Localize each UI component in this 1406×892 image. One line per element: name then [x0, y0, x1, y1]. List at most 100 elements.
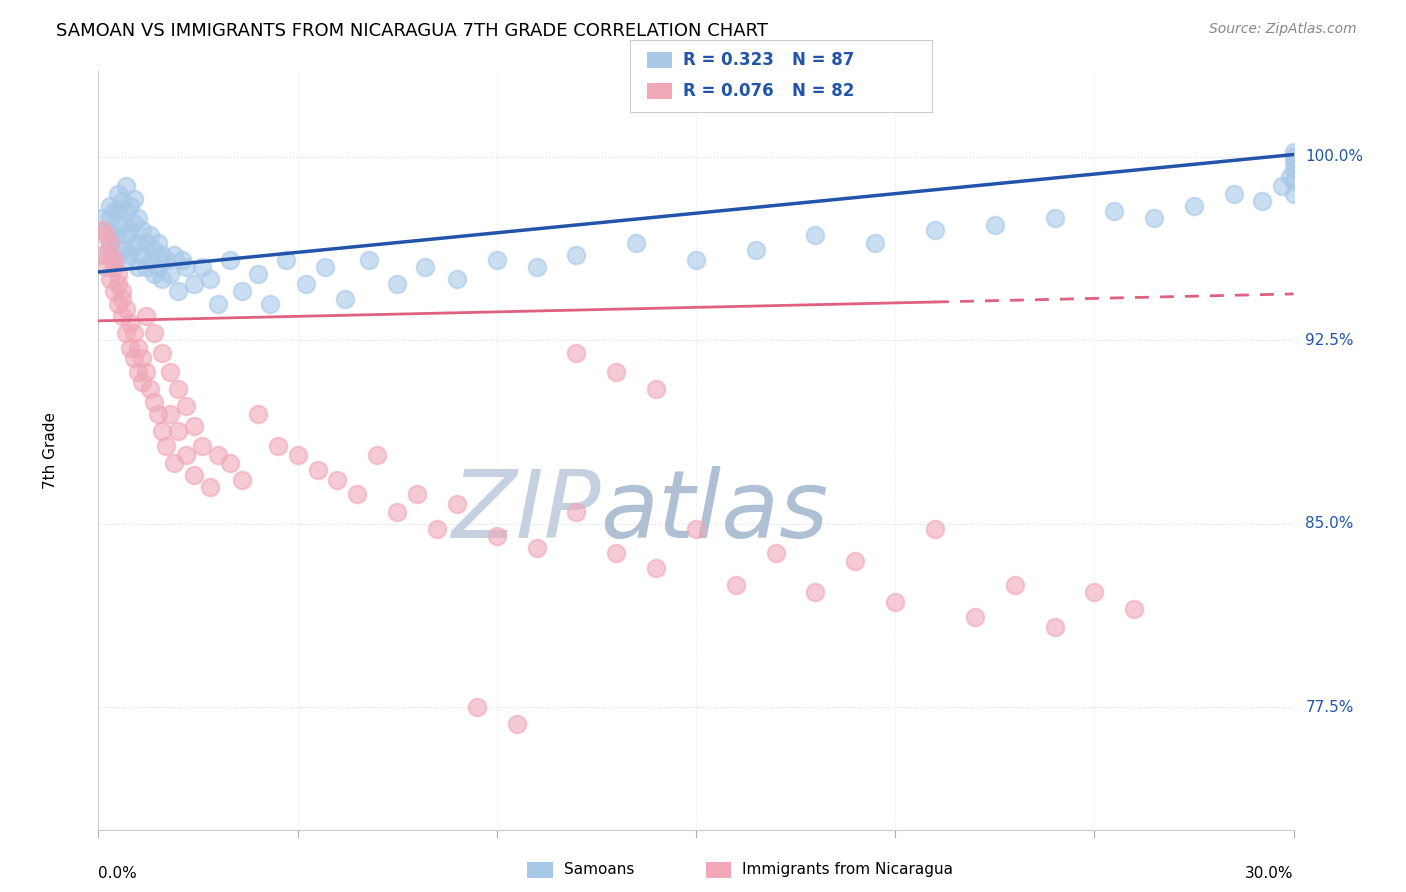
Point: [565, 505, 588, 519]
Point: [155, 252, 177, 267]
Point: [1271, 179, 1294, 194]
Text: 92.5%: 92.5%: [1306, 333, 1354, 348]
Point: [167, 424, 190, 438]
Point: [1104, 203, 1126, 218]
Text: Samoans: Samoans: [564, 863, 634, 877]
Point: [844, 553, 866, 567]
Point: [765, 546, 787, 560]
Point: [485, 529, 508, 543]
Point: [150, 345, 173, 359]
Point: [963, 609, 986, 624]
Point: [605, 546, 627, 560]
Text: 30.0%: 30.0%: [1246, 866, 1294, 881]
Point: [413, 260, 436, 274]
Point: [159, 268, 181, 282]
Point: [167, 382, 190, 396]
Point: [127, 235, 149, 250]
Point: [98, 199, 122, 213]
Point: [1004, 578, 1026, 592]
Point: [183, 277, 205, 292]
Point: [506, 717, 529, 731]
Point: [446, 272, 468, 286]
Point: [124, 326, 146, 340]
Point: [924, 522, 946, 536]
Point: [131, 248, 153, 262]
Point: [259, 296, 281, 310]
Point: [159, 407, 181, 421]
Text: 85.0%: 85.0%: [1306, 516, 1354, 532]
Point: [127, 211, 149, 226]
Point: [1282, 145, 1305, 159]
Point: [91, 211, 114, 226]
Point: [565, 345, 588, 359]
Point: [107, 203, 129, 218]
Point: [198, 272, 221, 286]
Point: [98, 235, 122, 250]
Text: N = 82: N = 82: [792, 82, 853, 100]
Point: [884, 595, 907, 609]
Point: [107, 219, 129, 233]
Point: [127, 341, 149, 355]
Point: [107, 268, 129, 282]
Point: [148, 407, 170, 421]
Point: [115, 179, 138, 194]
Point: [107, 235, 129, 250]
Point: [91, 223, 114, 237]
Point: [307, 463, 329, 477]
Text: 77.5%: 77.5%: [1306, 699, 1354, 714]
Point: [96, 248, 118, 262]
Point: [745, 243, 768, 257]
Text: R = 0.323: R = 0.323: [683, 51, 775, 69]
Point: [526, 541, 548, 556]
Point: [1250, 194, 1272, 208]
Point: [120, 199, 142, 213]
Point: [96, 223, 118, 237]
Point: [150, 272, 173, 286]
Point: [191, 439, 214, 453]
Point: [465, 700, 488, 714]
Point: [163, 456, 186, 470]
Text: 0.0%: 0.0%: [98, 866, 138, 881]
Text: R = 0.076: R = 0.076: [683, 82, 773, 100]
Point: [96, 260, 118, 274]
Point: [485, 252, 508, 267]
Point: [115, 228, 138, 243]
Point: [174, 448, 197, 462]
Point: [115, 203, 138, 218]
Point: [174, 260, 197, 274]
Point: [685, 522, 707, 536]
Point: [139, 228, 162, 243]
Point: [103, 228, 125, 243]
Point: [131, 351, 153, 365]
Point: [1278, 169, 1301, 184]
Point: [120, 248, 142, 262]
Point: [111, 243, 134, 257]
Point: [626, 235, 648, 250]
Point: [198, 480, 221, 494]
Point: [207, 448, 229, 462]
Point: [984, 219, 1007, 233]
Text: atlas: atlas: [600, 466, 828, 557]
Text: ZIP: ZIP: [451, 466, 600, 557]
Point: [605, 365, 627, 379]
Point: [804, 585, 827, 599]
Point: [143, 394, 166, 409]
Point: [107, 277, 129, 292]
Point: [124, 240, 146, 254]
Text: Source: ZipAtlas.com: Source: ZipAtlas.com: [1209, 22, 1357, 37]
Point: [1223, 186, 1246, 201]
Point: [135, 309, 157, 323]
Point: [111, 292, 134, 306]
Point: [155, 439, 177, 453]
Point: [111, 194, 134, 208]
Point: [645, 382, 668, 396]
Point: [526, 260, 548, 274]
Point: [1282, 186, 1305, 201]
Point: [139, 252, 162, 267]
Point: [804, 228, 827, 243]
Point: [107, 186, 129, 201]
Point: [267, 439, 290, 453]
Text: SAMOAN VS IMMIGRANTS FROM NICARAGUA 7TH GRADE CORRELATION CHART: SAMOAN VS IMMIGRANTS FROM NICARAGUA 7TH …: [56, 22, 768, 40]
Point: [924, 223, 946, 237]
Text: 7th Grade: 7th Grade: [44, 412, 58, 489]
